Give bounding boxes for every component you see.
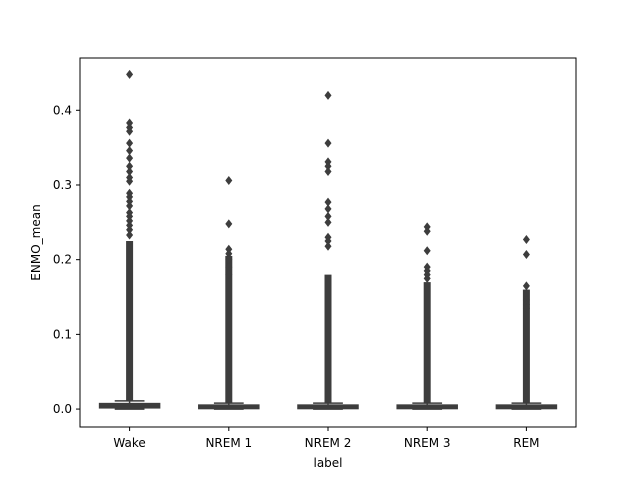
outlier-point — [324, 90, 332, 100]
outlier-point — [522, 281, 530, 291]
y-axis-title: ENMO_mean — [29, 204, 43, 280]
outlier-point — [126, 201, 134, 211]
dense-outlier-column — [522, 289, 530, 404]
box-group — [198, 176, 260, 410]
outlier-point — [225, 249, 233, 259]
outlier-point — [126, 69, 134, 79]
outlier-point — [324, 204, 332, 214]
y-tick-label: 0.2 — [53, 253, 72, 267]
x-tick-label: NREM 3 — [404, 436, 451, 450]
outlier-point — [324, 197, 332, 207]
dense-outlier-column — [225, 255, 233, 404]
outlier-point — [126, 161, 134, 171]
y-tick-label: 0.3 — [53, 178, 72, 192]
outlier-point — [225, 262, 233, 272]
outlier-point — [126, 138, 134, 148]
outlier-point — [324, 138, 332, 148]
outlier-point — [126, 225, 134, 235]
outlier-point — [324, 241, 332, 251]
y-axis: 0.0 0.1 0.2 0.3 0.4 — [53, 103, 80, 416]
outlier-point — [324, 236, 332, 246]
x-tick-label: NREM 1 — [205, 436, 252, 450]
outlier-point — [522, 235, 530, 245]
outlier-point — [324, 217, 332, 227]
outlier-point — [126, 153, 134, 163]
outlier-point — [126, 167, 134, 177]
box-group — [98, 69, 161, 410]
outlier-point — [522, 249, 530, 259]
outlier-point — [522, 303, 530, 313]
y-tick-label: 0.0 — [53, 402, 72, 416]
outlier-point — [126, 176, 134, 186]
x-axis: Wake NREM 1 NREM 2 NREM 3 REM — [113, 427, 540, 450]
outlier-point — [126, 146, 134, 156]
dense-outlier-column — [126, 241, 134, 401]
outlier-point — [423, 246, 431, 256]
outlier-point — [225, 270, 233, 280]
box-group — [396, 222, 458, 410]
outlier-point — [126, 230, 134, 240]
outlier-point — [324, 167, 332, 177]
dense-outlier-column — [324, 274, 332, 404]
outlier-point — [324, 211, 332, 221]
dense-outlier-column — [423, 282, 431, 404]
outlier-point — [225, 176, 233, 186]
outlier-point — [423, 273, 431, 283]
outlier-point — [126, 126, 134, 136]
x-tick-label: Wake — [113, 436, 145, 450]
box-group — [297, 90, 359, 410]
y-tick-label: 0.1 — [53, 327, 72, 341]
x-tick-label: NREM 2 — [305, 436, 352, 450]
outlier-point — [324, 161, 332, 171]
outlier-point — [225, 255, 233, 265]
x-axis-title: label — [313, 456, 342, 470]
outlier-point — [225, 219, 233, 229]
y-tick-label: 0.4 — [53, 103, 72, 117]
box-group — [495, 235, 558, 410]
x-tick-label: REM — [513, 436, 539, 450]
outlier-point — [423, 226, 431, 236]
plot-content — [98, 69, 558, 410]
